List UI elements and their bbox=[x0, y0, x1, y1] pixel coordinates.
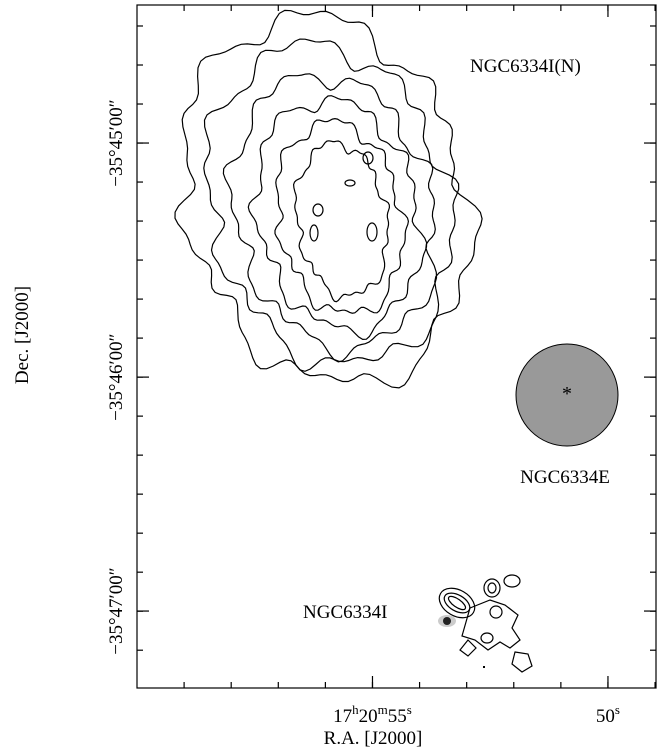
contour bbox=[313, 204, 323, 216]
figure: * NGC6334I(N) NGC6334E NGC6334I R.A. [J2… bbox=[0, 0, 657, 750]
x-tick-label: 50s bbox=[596, 702, 620, 727]
source-label: NGC6334I(N) bbox=[470, 56, 581, 77]
y-axis-label: Dec. [J2000] bbox=[12, 286, 33, 384]
star-marker: * bbox=[562, 383, 572, 405]
contour bbox=[175, 10, 482, 388]
source-label: NGC6334E bbox=[520, 467, 610, 488]
contour bbox=[275, 119, 408, 314]
contour bbox=[204, 39, 459, 371]
contour bbox=[248, 96, 426, 340]
source-label: NGC6334I bbox=[303, 602, 387, 623]
x-axis-label: R.A. [J2000] bbox=[324, 728, 423, 749]
y-tick-label: −35°47′00″ bbox=[106, 567, 127, 654]
x-tick-label: 17h20m55s bbox=[333, 702, 412, 727]
contour bbox=[310, 225, 318, 241]
contour bbox=[345, 180, 355, 186]
contour bbox=[294, 141, 390, 302]
contour bbox=[223, 74, 436, 362]
y-tick-label: −35°46′00″ bbox=[106, 333, 127, 420]
contour bbox=[367, 223, 377, 241]
contours bbox=[175, 10, 482, 388]
y-tick-label: −35°45′00″ bbox=[106, 99, 127, 186]
ngc6334i-contours bbox=[434, 575, 532, 672]
